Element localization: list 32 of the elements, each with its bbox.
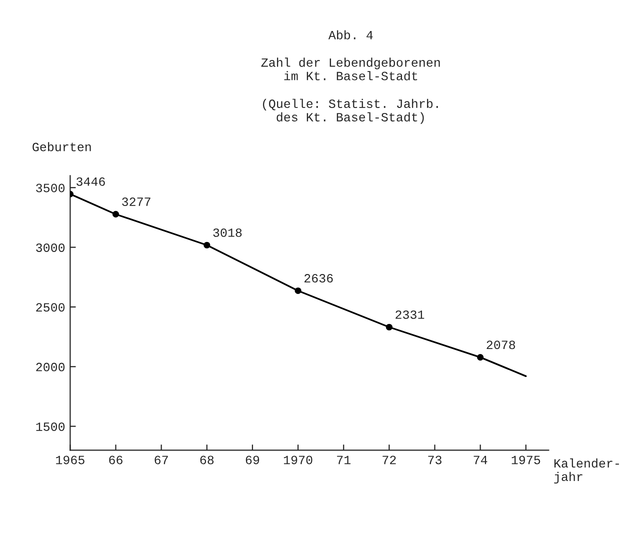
x-tick-label: 1970 <box>284 456 312 464</box>
x-tick-label: 1975 <box>512 456 540 464</box>
data-label: 3018 <box>213 228 242 237</box>
x-tick-label: 67 <box>154 456 168 464</box>
x-tick-label: 72 <box>382 456 396 464</box>
x-axis-title: Kalender- jahr <box>554 458 619 484</box>
y-tick-label: 2500 <box>36 303 65 312</box>
y-tick-label: 3000 <box>36 243 65 252</box>
data-label: 2078 <box>486 340 516 350</box>
chart-title: Abb. 4 <box>328 30 373 40</box>
data-label: 3446 <box>76 177 105 186</box>
chart-subtitle: Zahl der Lebendgeborenen im Kt. Basel-Stadt <box>261 58 440 80</box>
x-tick-label: 68 <box>200 456 214 464</box>
point <box>386 324 392 330</box>
x-tick-label: 1965 <box>56 456 84 464</box>
x-tick-label: 71 <box>337 456 351 464</box>
y-tick-label: 3500 <box>36 184 65 192</box>
point <box>112 210 120 218</box>
point <box>294 287 302 294</box>
point <box>477 354 484 361</box>
data-label: 2331 <box>396 310 424 319</box>
point <box>204 242 210 248</box>
data-label: 3277 <box>122 198 150 206</box>
x-tick-label: 66 <box>109 456 122 464</box>
x-tick-label: 73 <box>428 456 442 464</box>
y-tick-label: 1500 <box>36 422 65 431</box>
y-tick-label: 2000 <box>36 362 65 372</box>
x-tick-label: 74 <box>474 456 488 464</box>
data-label: 2636 <box>304 274 333 283</box>
x-tick-label: 69 <box>246 456 260 464</box>
text: (Quelle: Statist. Jahrb. des Kt. Basel-Stadt) <box>262 98 438 124</box>
y-axis-title: Geburten <box>32 142 91 152</box>
